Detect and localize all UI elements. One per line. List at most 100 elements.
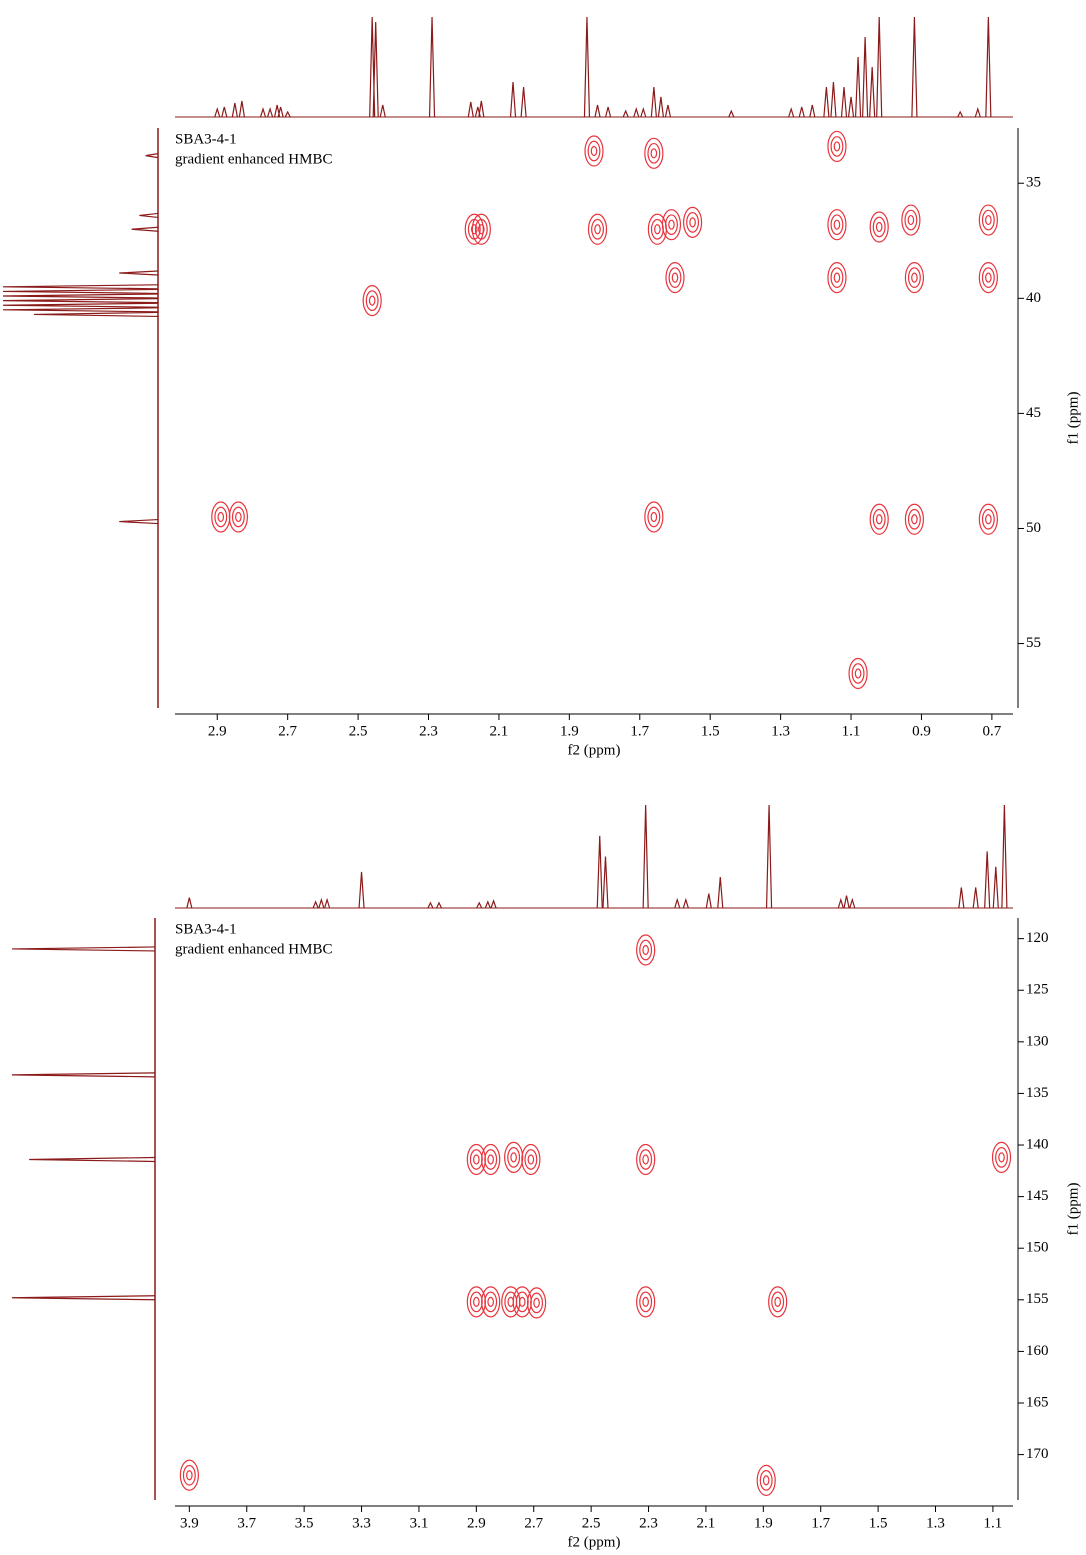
projection-peak xyxy=(798,106,805,118)
cross-peak xyxy=(682,206,703,238)
contour-ring xyxy=(650,148,658,159)
contour-ring xyxy=(182,1464,196,1486)
contour-ring xyxy=(636,1143,656,1176)
contour-ring xyxy=(827,130,847,163)
x-tick-label: 0.9 xyxy=(912,723,931,739)
x-tick-label: 2.5 xyxy=(349,723,368,739)
contour-ring xyxy=(830,214,844,236)
cross-peak xyxy=(848,657,868,690)
contour-ring xyxy=(484,1291,498,1313)
y-tick-label: 35 xyxy=(1026,175,1041,191)
projection-peak xyxy=(131,226,159,232)
x-tick-label: 1.7 xyxy=(811,1515,830,1531)
experiment-name: gradient enhanced HMBC xyxy=(175,941,332,957)
projection-peak xyxy=(428,16,436,118)
cross-peak xyxy=(512,1286,532,1318)
contour-ring xyxy=(911,272,918,283)
contour-ring xyxy=(661,209,682,241)
projection-peak xyxy=(596,835,603,909)
cross-peak xyxy=(644,501,664,533)
contour-ring xyxy=(484,1149,498,1170)
contour-ring xyxy=(872,508,886,530)
contour-ring xyxy=(591,218,604,240)
projection-peak xyxy=(958,887,965,909)
y-tick-label: 150 xyxy=(1026,1240,1049,1256)
projection-peak xyxy=(765,804,773,909)
contour-ring xyxy=(487,1296,494,1307)
contour-ring xyxy=(481,1286,501,1318)
contour-ring xyxy=(639,939,653,961)
projection-peak xyxy=(238,100,245,118)
contour-ring xyxy=(854,668,862,679)
contour-ring xyxy=(515,1291,529,1313)
cross-peak xyxy=(636,1143,656,1176)
contour-ring xyxy=(907,214,915,226)
contour-ring xyxy=(833,272,841,283)
cross-peak xyxy=(362,285,382,317)
contour-ring xyxy=(650,511,658,523)
cross-peak xyxy=(466,1286,486,1318)
y-tick-label: 165 xyxy=(1026,1394,1049,1410)
projection-peak xyxy=(602,856,609,909)
contour-ring xyxy=(650,218,664,240)
cross-peak xyxy=(644,137,664,169)
contour-ring xyxy=(995,1147,1008,1168)
cross-peak xyxy=(827,262,847,294)
y-tick-label: 45 xyxy=(1026,405,1041,421)
x-tick-label: 3.5 xyxy=(295,1515,314,1531)
projection-peak xyxy=(11,1295,156,1301)
projection-peak xyxy=(633,106,640,118)
projection-peak xyxy=(476,901,483,909)
projection-peak xyxy=(869,66,876,118)
cross-peak xyxy=(481,1143,501,1176)
cross-peak xyxy=(978,262,998,294)
contour-ring xyxy=(469,1149,483,1170)
projection-peak xyxy=(674,897,681,909)
contour-ring xyxy=(362,285,382,317)
projection-peak xyxy=(605,106,612,118)
x-tick-label: 1.5 xyxy=(869,1515,888,1531)
contour-ring xyxy=(186,1470,193,1481)
y-axis-label: f1 (ppm) xyxy=(1065,392,1081,445)
cross-peak xyxy=(636,934,656,966)
contour-ring xyxy=(473,1154,480,1165)
cross-peak xyxy=(901,204,921,236)
x-tick-label: 2.7 xyxy=(278,723,297,739)
contour-ring xyxy=(521,1143,541,1176)
sample-name: SBA3-4-1 xyxy=(175,131,237,147)
y-tick-label: 160 xyxy=(1026,1343,1049,1359)
projection-peak xyxy=(2,298,159,304)
projection-peak xyxy=(957,110,964,118)
projection-peak xyxy=(664,104,672,118)
projection-peak xyxy=(984,851,991,909)
cross-peak xyxy=(661,209,682,241)
contour-ring xyxy=(762,1475,770,1486)
x-tick-label: 1.9 xyxy=(560,723,579,739)
cross-peak xyxy=(904,262,925,294)
x-tick-label: 2.3 xyxy=(639,1515,658,1531)
contour-ring xyxy=(978,503,998,535)
contour-ring xyxy=(533,1297,540,1309)
projection-peak xyxy=(640,106,647,118)
projection-peak xyxy=(312,900,319,909)
contour-ring xyxy=(365,290,379,311)
projection-peak xyxy=(650,86,657,118)
projection-peak xyxy=(467,101,474,118)
contour-ring xyxy=(594,224,601,235)
projection-peak xyxy=(837,897,844,909)
contour-ring xyxy=(911,514,918,525)
projection-peak xyxy=(318,897,325,909)
cross-peak xyxy=(768,1286,788,1318)
projection-peak xyxy=(11,1072,156,1078)
projection-peak xyxy=(427,901,434,909)
contour-ring xyxy=(827,209,847,241)
contour-ring xyxy=(587,140,601,162)
contour-ring xyxy=(689,217,696,228)
contour-ring xyxy=(851,663,865,684)
contour-ring xyxy=(530,1292,544,1314)
contour-ring xyxy=(978,204,998,236)
projection-peak xyxy=(119,518,159,525)
x-tick-label: 2.1 xyxy=(490,723,509,739)
contour-ring xyxy=(875,221,883,233)
experiment-name: gradient enhanced HMBC xyxy=(175,151,332,167)
